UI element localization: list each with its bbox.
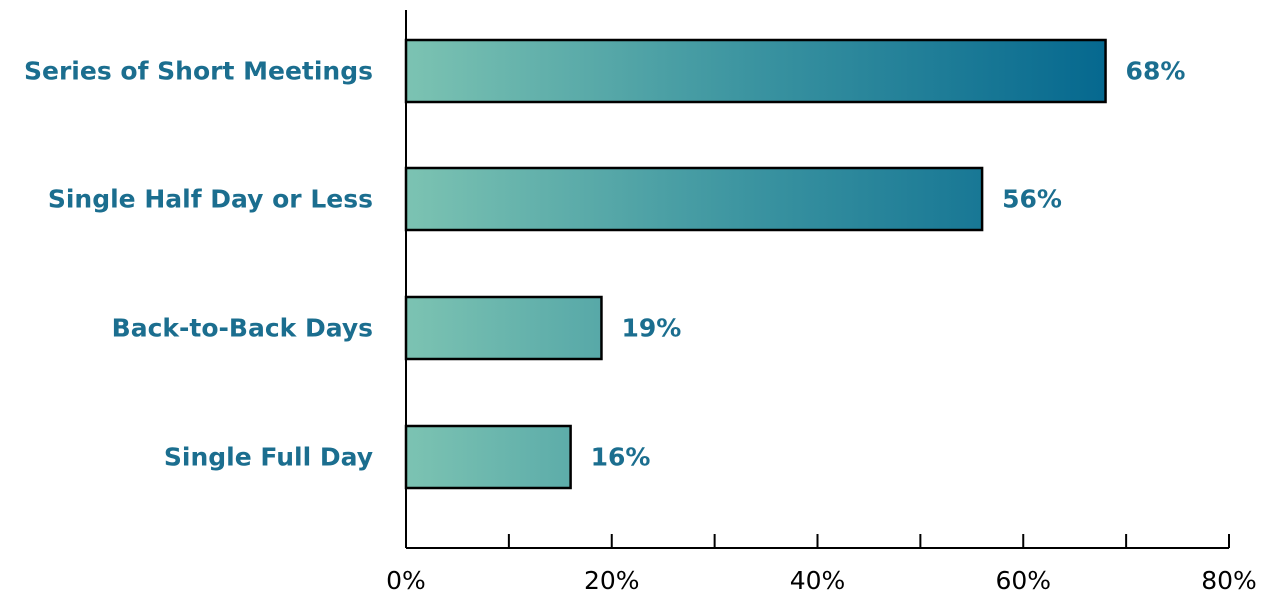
x-tick-label: 0% bbox=[386, 566, 426, 590]
bar-1 bbox=[404, 38, 1107, 104]
bar-3 bbox=[404, 295, 603, 361]
category-label: Series of Short Meetings bbox=[24, 57, 373, 86]
bars-layer bbox=[404, 38, 1107, 490]
value-label: 19% bbox=[621, 314, 681, 343]
x-tick-label: 60% bbox=[995, 566, 1051, 590]
axes-layer bbox=[405, 10, 1230, 549]
bar-4 bbox=[404, 424, 572, 490]
bar-2 bbox=[404, 166, 984, 232]
category-label: Single Half Day or Less bbox=[48, 185, 373, 214]
value-label: 68% bbox=[1126, 57, 1186, 86]
value-label: 16% bbox=[591, 443, 651, 472]
value-label: 56% bbox=[1002, 185, 1062, 214]
category-label: Back-to-Back Days bbox=[112, 314, 373, 343]
x-tick-label: 80% bbox=[1201, 566, 1257, 590]
x-tick-label: 40% bbox=[790, 566, 846, 590]
category-label: Single Full Day bbox=[164, 443, 373, 472]
x-tick-label: 20% bbox=[584, 566, 640, 590]
labels-layer: Series of Short Meetings 68% Single Half D… bbox=[24, 57, 1257, 590]
